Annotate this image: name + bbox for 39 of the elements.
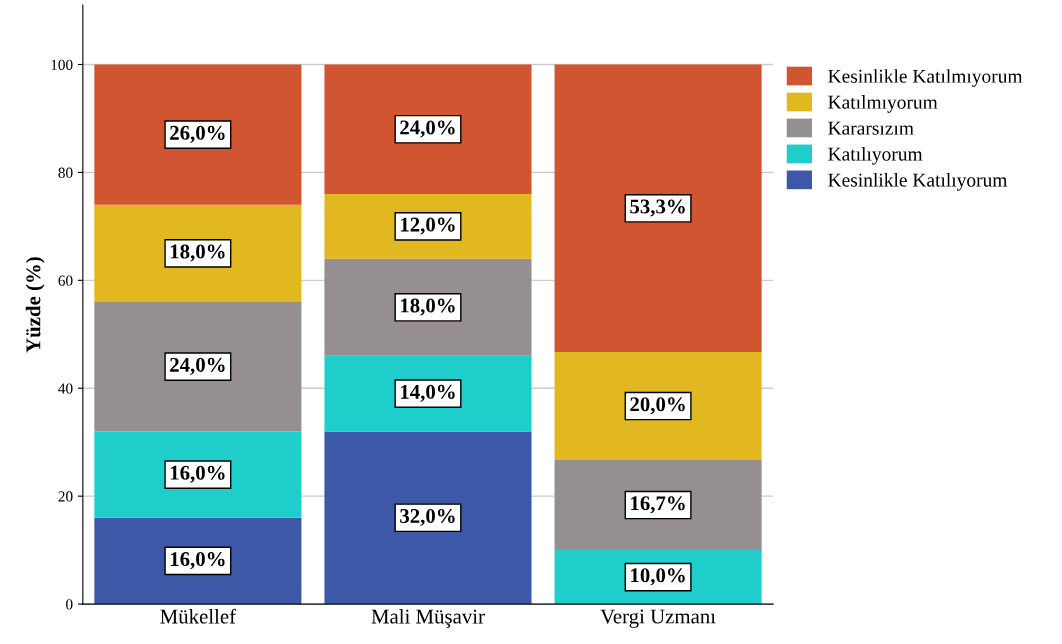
legend-label: Kararsızım [828,121,914,135]
data-label: 18,0% [401,298,455,316]
data-label: 18,0% [170,244,225,262]
data-label: 24,0% [170,357,225,375]
bar [554,64,762,353]
bar [324,431,532,605]
y-tick-label: 40 [58,383,73,394]
data-label: 16,0% [170,465,225,483]
data-label: 16,7% [631,496,685,514]
legend-label: Kesinlikle Katılmıyorum [828,69,1023,87]
y-tick-label: 0 [66,599,73,610]
data-label: 26,0% [170,125,225,143]
legend-label: Katılıyorum [828,146,923,165]
bar [554,460,762,551]
data-label: 10,0% [631,568,685,586]
bar [324,258,532,356]
bar [94,517,302,605]
data-label: 53,3% [630,199,685,217]
bar [94,204,302,302]
y-axis-title: Yüzde (%) [25,257,45,353]
bar [94,64,302,205]
y-tick-label: 80 [58,167,73,178]
bar [554,352,762,461]
data-label: 16,0% [170,552,225,570]
legend-label: Kesinlikle Katılıyorum [828,172,1008,191]
data-label: 12,0% [401,217,455,235]
data-label: 14,0% [401,384,455,402]
data-label: 20,0% [630,397,685,415]
x-tick-label: Mali Müşavir [371,608,485,628]
data-label: 32,0% [400,508,455,526]
y-tick-label: 60 [58,275,73,286]
bar [324,64,532,194]
y-tick-label: 20 [58,491,73,502]
x-tick-label: Mükellef [160,608,237,624]
data-label: 24,0% [400,120,455,138]
x-tick-label: Vergi Uzmanı [600,609,716,628]
y-tick-label: 100 [51,59,73,70]
bar [94,301,302,432]
legend-label: Katılmıyorum [828,95,938,113]
